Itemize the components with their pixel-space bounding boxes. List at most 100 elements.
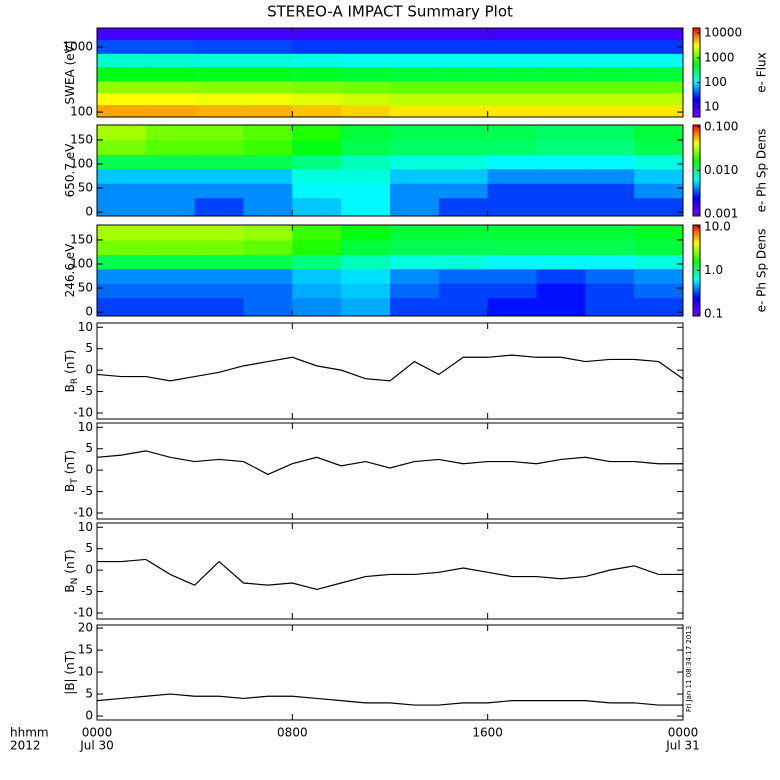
heatmap-cell	[194, 53, 244, 68]
heatmap-cell	[438, 283, 489, 299]
chart-title: STEREO-A IMPACT Summary Plot	[267, 3, 513, 21]
y-axis-label: BT (nT)	[63, 450, 80, 492]
heatmap-cell	[634, 225, 684, 241]
heatmap-cell	[585, 283, 635, 299]
heatmap-cell	[97, 125, 147, 141]
heatmap-cell	[292, 168, 342, 184]
heatmap-cell	[194, 168, 244, 184]
heatmap-cell	[634, 53, 684, 68]
heatmap-cell	[536, 92, 586, 106]
y-tick-label: -10	[73, 606, 93, 620]
heatmap-cell	[634, 297, 684, 317]
heatmap-cell	[194, 92, 244, 106]
heatmap-cell	[585, 197, 635, 217]
y-axis-label-text: |B| (nT)	[63, 650, 77, 694]
heatmap-cell	[390, 53, 440, 68]
heatmap-cell	[243, 125, 293, 141]
heatmap-cell	[341, 283, 391, 299]
heatmap-cell	[390, 254, 440, 270]
heatmap-cell	[341, 154, 391, 170]
heatmap-cell	[585, 168, 635, 184]
heatmap-cell	[634, 239, 684, 255]
y-tick-label: 10	[78, 520, 93, 534]
heatmap-cell	[341, 183, 391, 199]
heatmap-cell	[634, 39, 684, 54]
heatmap-cell	[438, 168, 489, 184]
heatmap-cell	[341, 125, 391, 141]
heatmap-cell	[487, 125, 537, 141]
heatmap-cell	[585, 81, 635, 93]
heatmap-cell	[585, 104, 635, 118]
heatmap-cell	[585, 268, 635, 284]
heatmap-cell	[194, 28, 244, 41]
plot-frame	[96, 624, 684, 721]
heatmap-cell	[292, 39, 342, 54]
y-axis-label-sub: R	[70, 378, 80, 384]
y-tick-label: 100	[70, 105, 93, 119]
heatmap-cell	[292, 53, 342, 68]
heatmap-cell	[145, 197, 196, 217]
heatmap-cell	[438, 239, 489, 255]
heatmap-cell	[536, 254, 586, 270]
data-line	[96, 450, 683, 476]
heatmap-cell	[145, 92, 196, 106]
heatmap-cell	[390, 283, 440, 299]
y-tick-label: 50	[78, 281, 93, 295]
heatmap-cell	[585, 225, 635, 241]
y-tick-label: 10	[78, 320, 93, 334]
heatmap-cell	[243, 28, 293, 41]
colorbar-label: e- Ph Sp Dens	[755, 229, 769, 313]
colorbar-label: e- Flux	[755, 52, 769, 92]
heatmap-cell	[487, 225, 537, 241]
heatmap-cell	[438, 254, 489, 270]
heatmap-cell	[390, 197, 440, 217]
heatmap-cell	[438, 53, 489, 68]
colorbar-tick-label: 1000	[704, 50, 735, 64]
heatmap-cell	[243, 183, 293, 199]
y-tick-label: 20	[78, 621, 93, 635]
heatmap-cell	[145, 154, 196, 170]
colorbar-tick-label: 10	[704, 100, 719, 114]
heatmap-cell	[536, 168, 586, 184]
heatmap-cell	[634, 183, 684, 199]
x-tick-label: 0000	[668, 726, 699, 740]
heatmap-cell	[536, 225, 586, 241]
heatmap-cell	[341, 53, 391, 68]
heatmap-cell	[634, 283, 684, 299]
heatmap-cell	[634, 92, 684, 106]
heatmap-cell	[145, 225, 196, 241]
heatmap-cell	[97, 239, 147, 255]
data-line	[96, 693, 683, 706]
y-tick-label: -10	[73, 506, 93, 520]
heatmap-cell	[390, 139, 440, 155]
heatmap-cell	[487, 53, 537, 68]
heatmap-cell	[390, 168, 440, 184]
y-tick-label: -10	[73, 406, 93, 420]
heatmap-cell	[292, 81, 342, 93]
heatmap-cell	[634, 154, 684, 170]
y-axis-label-sub: N	[70, 578, 80, 585]
heatmap-cell	[194, 183, 244, 199]
heatmap-cell	[585, 183, 635, 199]
heatmap-cell	[292, 268, 342, 284]
heatmap-cell	[438, 28, 489, 41]
y-tick-label: 10	[78, 665, 93, 679]
heatmap-cell	[341, 92, 391, 106]
heatmap-cell	[487, 283, 537, 299]
heatmap-cell	[634, 28, 684, 41]
colorbar-tick-label: 0.1	[704, 307, 723, 321]
y-tick-label: 0	[85, 363, 93, 377]
colorbar-tick-label: 100	[704, 75, 727, 89]
heatmap-cell	[194, 66, 244, 82]
heatmap-cell	[292, 139, 342, 155]
heatmap-cell	[634, 81, 684, 93]
plot-frame	[96, 27, 684, 118]
panel: 0 5 10 15 20 |B| (nT)	[63, 621, 684, 723]
heatmap-cell	[341, 168, 391, 184]
heatmap-cell	[390, 81, 440, 93]
heatmap-cell	[536, 283, 586, 299]
panel: -10 -5 0 5 10 BT (nT)	[63, 420, 684, 520]
heatmap-cell	[341, 81, 391, 93]
heatmap-cell	[292, 239, 342, 255]
